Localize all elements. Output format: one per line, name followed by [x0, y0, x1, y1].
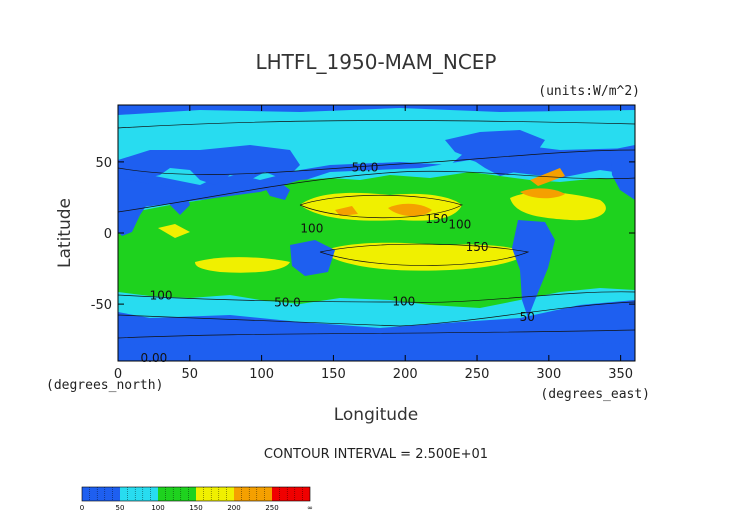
y-unit-label: (degrees_north) — [46, 378, 163, 393]
x-unit-label: (degrees_east) — [540, 387, 650, 402]
x-tick-label: 0 — [114, 367, 122, 382]
x-tick-label: 150 — [321, 367, 346, 382]
contour-interval-label: CONTOUR INTERVAL = 2.500E+01 — [264, 447, 488, 462]
colorbar-swatch — [82, 487, 120, 501]
colorbar-swatch — [272, 487, 310, 501]
contour-label: 50.0 — [274, 296, 301, 310]
contour-label: 0.00 — [141, 351, 168, 365]
y-tick-label: 0 — [104, 227, 112, 242]
colorbar-swatch — [234, 487, 272, 501]
colorbar-label: ∞ — [307, 504, 313, 512]
colorbar-swatch — [196, 487, 234, 501]
colorbar-label: 50 — [116, 504, 125, 512]
contour-label: 150 — [425, 212, 448, 226]
colorbar: 0 50 100 150 200 250 ∞ — [80, 486, 313, 512]
y-axis-label: Latitude — [55, 198, 75, 268]
contour-label: 100 — [300, 222, 323, 236]
contour-label: 100 — [150, 289, 173, 303]
contour-lines — [118, 120, 635, 339]
y-tick-label: -50 — [91, 298, 112, 313]
colorbar-label: 250 — [265, 504, 278, 512]
y-axis-ticks: -50 0 50 — [91, 156, 635, 313]
colorbar-label: 200 — [227, 504, 240, 512]
colorbar-swatch — [120, 487, 158, 501]
contour-label: 150 — [466, 240, 489, 254]
units-label: (units:W/m^2) — [538, 84, 640, 99]
continents — [118, 130, 635, 361]
colorbar-label: 150 — [189, 504, 202, 512]
colorbar-frame — [81, 486, 311, 502]
x-axis-label: Longitude — [334, 405, 419, 425]
chart-title: LHTFL_1950-MAM_NCEP — [256, 50, 497, 74]
contour-label: 50 — [520, 310, 535, 324]
contour-label: 100 — [448, 217, 471, 231]
x-tick-label: 250 — [465, 367, 490, 382]
contour-label: 100 — [392, 294, 415, 308]
level-band-100 — [118, 172, 635, 308]
colorbar-label: 0 — [80, 504, 84, 512]
x-tick-label: 350 — [608, 367, 633, 382]
colorbar-label: 100 — [151, 504, 164, 512]
x-tick-label: 300 — [536, 367, 561, 382]
heatmap-field — [118, 105, 635, 361]
x-tick-label: 50 — [182, 367, 199, 382]
x-axis-ticks: 0 50 100 150 200 250 300 350 — [114, 105, 633, 382]
contour-label: 50.0 — [352, 161, 379, 175]
x-tick-label: 200 — [393, 367, 418, 382]
x-tick-label: 100 — [249, 367, 274, 382]
colorbar-swatch — [158, 487, 196, 501]
y-tick-label: 50 — [95, 156, 112, 171]
level-band-150 — [158, 192, 606, 273]
